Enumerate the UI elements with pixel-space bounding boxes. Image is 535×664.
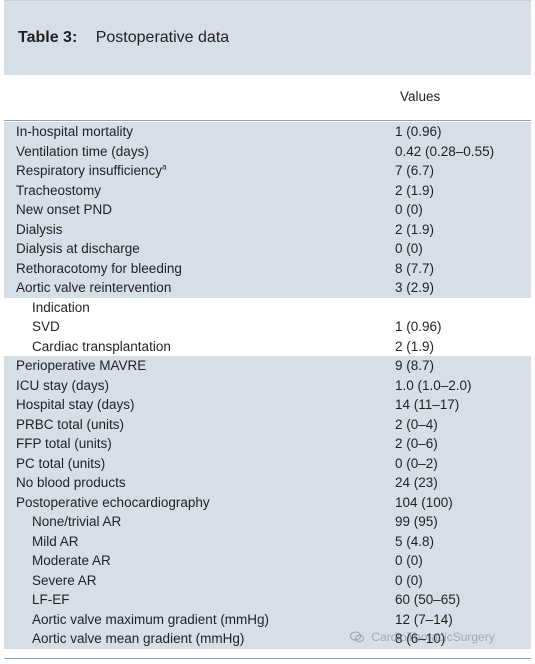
table-row: PC total (units) 0 (0–2) [4, 453, 531, 473]
table-row: PRBC total (units) 2 (0–4) [4, 414, 531, 434]
table-title: Table 3: Postoperative data [18, 29, 229, 47]
column-header-row: Values [4, 76, 531, 121]
row-label: Dialysis at discharge [16, 241, 140, 256]
row-value: 3 (2.9) [395, 280, 435, 295]
row-label: No blood products [16, 475, 126, 490]
table-row: Aortic valve mean gradient (mmHg) 8 (6–10… [4, 629, 531, 649]
row-value: 0 (0) [395, 553, 423, 568]
row-label: In-hospital mortality [16, 124, 134, 139]
row-value: 1.0 (1.0–2.0) [395, 377, 472, 393]
table-row: Rethoracotomy for bleeding 8 (7.7) [4, 258, 531, 278]
row-value: 99 (95) [395, 514, 438, 529]
row-value: 2 (0–6) [395, 436, 438, 451]
row-label: Aortic valve mean gradient (mmHg) [32, 631, 245, 646]
table-row: Dialysis 2 (1.9) [4, 219, 531, 239]
column-header-values: Values [400, 89, 441, 104]
row-label: Aortic valve reintervention [16, 280, 172, 295]
row-label: Perioperative MAVRE [16, 358, 147, 373]
table-row: In-hospital mortality 1 (0.96) [4, 122, 531, 142]
table-row: Aortic valve reintervention 3 (2.9) [4, 278, 531, 298]
watermark-text: CardioThoracicSurgery [371, 630, 495, 644]
row-value: 7 (6.7) [395, 163, 435, 178]
row-label: Severe AR [32, 572, 97, 588]
row-value: 0.42 (0.28–0.55) [395, 143, 495, 159]
row-value: 0 (0) [395, 241, 423, 256]
table-row: New onset PND 0 (0) [4, 200, 531, 220]
table-row: LF-EF 60 (50–65) [4, 590, 531, 610]
table-row: Aortic valve maximum gradient (mmHg) 12 (… [4, 609, 531, 629]
row-label: Indication [32, 299, 90, 315]
row-value: 104 (100) [395, 494, 453, 510]
table-row: ICU stay (days) 1.0 (1.0–2.0) [4, 375, 531, 395]
table-body: In-hospital mortality 1 (0.96) Ventilation… [4, 122, 531, 649]
row-label: None/trivial AR [32, 514, 122, 529]
row-value: 2 (1.9) [395, 182, 435, 198]
row-label: PC total (units) [16, 455, 106, 471]
row-label: Mild AR [32, 533, 79, 549]
row-label: New onset PND [16, 202, 113, 217]
table-row: Respiratory insufficiencya 7 (6.7) [4, 161, 531, 181]
row-label: Rethoracotomy for bleeding [16, 260, 182, 276]
row-label: Tracheostomy [16, 182, 102, 198]
row-value: 24 (23) [395, 475, 438, 490]
wechat-icon [350, 631, 364, 643]
table-row: Tracheostomy 2 (1.9) [4, 180, 531, 200]
row-value: 60 (50–65) [395, 592, 461, 607]
table-title-text: Postoperative data [95, 29, 230, 46]
row-label: LF-EF [32, 592, 70, 607]
table-row: SVD 1 (0.96) [4, 317, 531, 337]
table-row: Postoperative echocardiography 104 (100) [4, 492, 531, 512]
row-label: Postoperative echocardiography [16, 494, 210, 510]
row-value: 1 (0.96) [395, 319, 442, 334]
row-value: 0 (0–2) [395, 455, 438, 471]
row-value: 0 (0) [395, 572, 423, 588]
row-value: 8 (7.7) [395, 260, 435, 276]
footnote-marker: a [162, 162, 167, 172]
table-row: Moderate AR 0 (0) [4, 551, 531, 571]
row-label: Cardiac transplantation [32, 338, 171, 354]
row-label: Ventilation time (days) [16, 143, 149, 159]
table-row: Severe AR 0 (0) [4, 570, 531, 590]
row-label: Dialysis [16, 221, 63, 237]
table-row: FFP total (units) 2 (0–6) [4, 434, 531, 454]
row-label-wrap: Respiratory insufficiencya [16, 161, 167, 181]
row-value: 0 (0) [395, 202, 423, 217]
table-row: Perioperative MAVRE 9 (8.7) [4, 356, 531, 376]
table-row: Hospital stay (days) 14 (11–17) [4, 395, 531, 415]
row-value: 2 (0–4) [395, 416, 438, 432]
bottom-rule [4, 658, 531, 659]
table-title-bar: Table 3: Postoperative data [4, 0, 531, 75]
row-value: 2 (1.9) [395, 221, 435, 237]
row-value: 9 (8.7) [395, 358, 435, 373]
row-label: ICU stay (days) [16, 377, 110, 393]
row-label: Respiratory insufficiency [16, 163, 163, 178]
row-value: 14 (11–17) [395, 397, 460, 412]
row-value: 12 (7–14) [395, 611, 453, 627]
row-label: Moderate AR [32, 553, 111, 568]
table-label: Table 3: [18, 29, 78, 46]
row-value: 1 (0.96) [395, 124, 442, 139]
watermark: CardioThoracicSurgery [350, 630, 495, 644]
table-row: Indication [4, 298, 531, 318]
row-label: FFP total (units) [16, 436, 112, 451]
table-row: Cardiac transplantation 2 (1.9) [4, 337, 531, 357]
table-row: None/trivial AR 99 (95) [4, 512, 531, 532]
table-row: Mild AR 5 (4.8) [4, 531, 531, 551]
table-card: Table 3: Postoperative data Values In-ho… [4, 0, 531, 661]
row-label: PRBC total (units) [16, 416, 125, 432]
row-value: 5 (4.8) [395, 533, 435, 549]
row-label: Aortic valve maximum gradient (mmHg) [32, 611, 270, 627]
row-value: 8 (6–10) [395, 631, 446, 646]
row-label: SVD [32, 319, 60, 334]
table-row: Ventilation time (days) 0.42 (0.28–0.55) [4, 141, 531, 161]
table-row: No blood products 24 (23) [4, 473, 531, 493]
row-label: Hospital stay (days) [16, 397, 135, 412]
table-row: Dialysis at discharge 0 (0) [4, 239, 531, 259]
row-value: 2 (1.9) [395, 338, 435, 354]
